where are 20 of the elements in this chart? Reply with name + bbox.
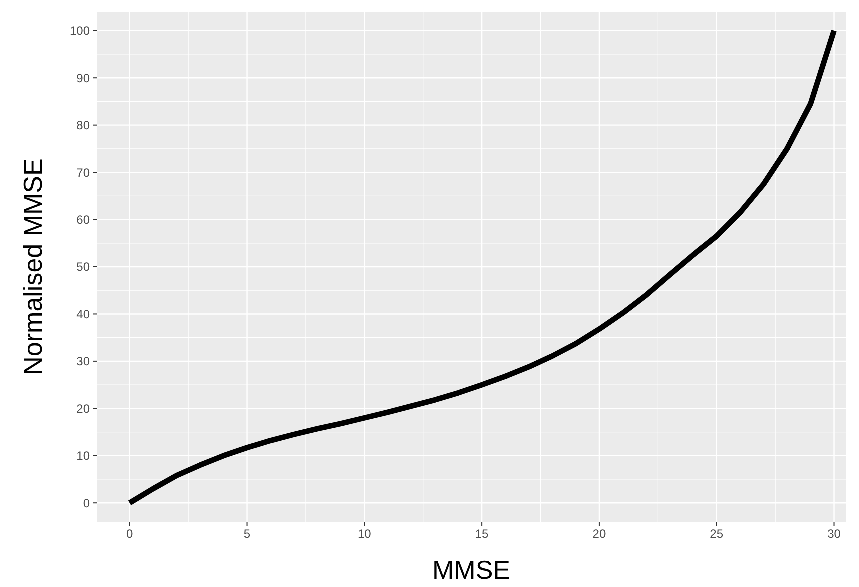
x-axis-title: MMSE: [432, 555, 510, 585]
x-tick-label: 0: [126, 527, 134, 541]
x-tick-label: 5: [244, 527, 251, 541]
y-tick-label: 10: [76, 449, 90, 464]
x-tick-label: 30: [828, 527, 842, 541]
y-tick-label: 30: [76, 354, 90, 369]
x-tick-label: 15: [475, 527, 490, 541]
x-tick-label: 10: [358, 527, 372, 541]
y-tick-label: 20: [76, 402, 90, 416]
y-axis-title: Normalised MMSE: [18, 158, 48, 376]
y-tick-label: 80: [76, 118, 90, 133]
y-tick-label: 90: [76, 71, 90, 86]
y-tick-label: 60: [76, 212, 90, 227]
y-tick-label: 70: [76, 166, 90, 180]
y-tick-label: 100: [70, 24, 90, 38]
y-tick-label: 50: [76, 260, 90, 274]
x-tick-label: 20: [592, 527, 606, 541]
y-tick-label: 0: [83, 496, 90, 510]
x-tick-label: 25: [710, 527, 724, 541]
y-tick-label: 40: [76, 307, 90, 322]
